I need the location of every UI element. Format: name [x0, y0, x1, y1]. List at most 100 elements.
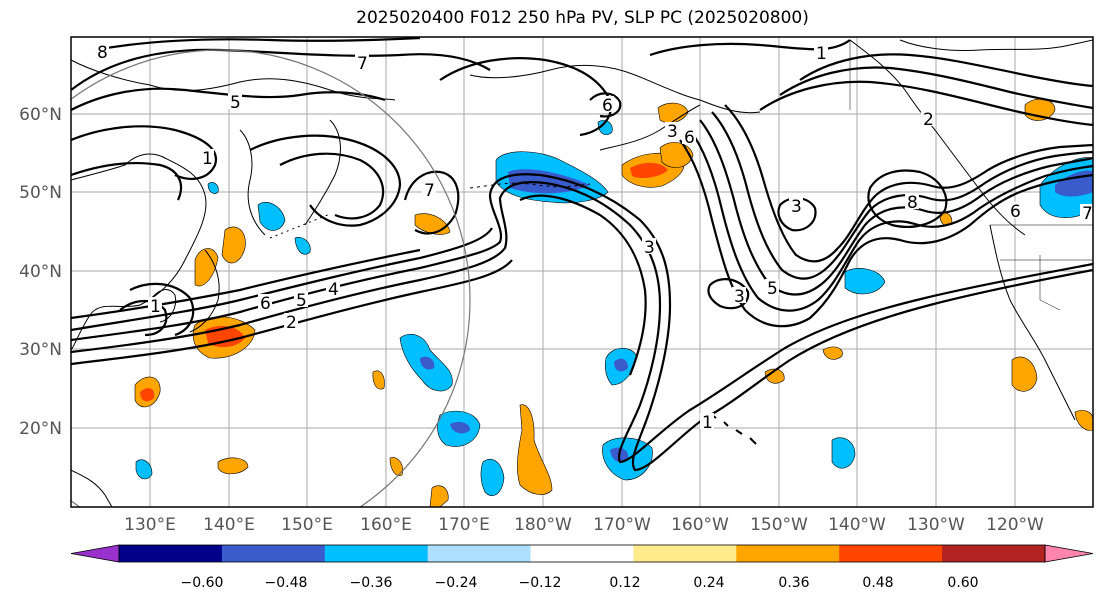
lat-label: 60°N	[19, 105, 62, 125]
slp-contour	[759, 80, 1093, 127]
colorbar-tick-label: −0.36	[350, 575, 393, 591]
latitude-labels: 60°N 50°N 40°N 30°N 20°N	[19, 105, 62, 439]
pv-positive-region	[822, 346, 843, 360]
slp-contour	[71, 227, 493, 332]
contour-label: 1	[202, 149, 213, 169]
pv-negative-region	[844, 268, 886, 295]
colorbar-swatch	[736, 545, 840, 562]
arctic-coastline	[899, 39, 1093, 51]
contour-label: 1	[702, 413, 713, 433]
colorbar-swatch	[324, 545, 429, 562]
colorbar-swatch	[119, 545, 223, 562]
colorbar-tick-label: −0.60	[181, 575, 224, 591]
colorbar-tick-label: −0.12	[519, 575, 562, 591]
alaska-peninsula	[599, 104, 701, 151]
asia-coastline	[71, 59, 396, 101]
pv-positive-region	[1011, 356, 1038, 392]
lon-label: 120°W	[986, 515, 1044, 535]
colorbar	[70, 544, 1094, 563]
slp-contour	[711, 111, 1093, 280]
contour-label: 3	[644, 238, 655, 258]
slp-contour	[799, 53, 1093, 88]
coastlines	[71, 39, 1093, 507]
lat-label: 20°N	[19, 419, 62, 439]
slp-contour	[689, 129, 1093, 312]
pv-negative-region	[480, 458, 505, 496]
colorbar-swatch	[427, 545, 532, 562]
contour-label: 6	[602, 96, 613, 116]
korea-coastline	[149, 289, 177, 323]
lat-label: 50°N	[19, 183, 62, 203]
contour-label: 6	[1010, 202, 1021, 222]
highlight-circle	[71, 49, 471, 507]
philippines-coastline	[71, 469, 113, 507]
slp-contour	[71, 173, 1093, 472]
contour-label: 8	[907, 193, 918, 213]
lon-label: 130°E	[124, 515, 176, 535]
slp-contour	[71, 248, 421, 320]
pv-negative-region	[207, 182, 219, 194]
pv-positive-region	[517, 404, 553, 495]
contour-label: 7	[1082, 204, 1093, 224]
pv-positive-region	[372, 370, 385, 390]
slp-contour	[71, 48, 491, 91]
kamchatka-coastline	[304, 119, 341, 226]
colorbar-tick-labels: −0.60 −0.48 −0.36 −0.24 −0.12 0.12 0.24 …	[181, 575, 979, 591]
longitude-labels: 130°E 140°E 150°E 160°E 170°E 180°W 170°…	[124, 515, 1044, 535]
contour-label-group: 8 7 5 6 1 2 3 4 5 6 7 1 6 3 8 7 3 5 1	[95, 43, 1094, 433]
slp-contour	[249, 134, 402, 227]
pv-negative-core	[420, 356, 435, 370]
slp-contour	[71, 181, 1093, 464]
pv-positive-core	[630, 162, 668, 178]
slp-contour	[71, 87, 386, 111]
colorbar-swatch	[633, 545, 737, 562]
colorbar-tick-label: 0.60	[947, 575, 978, 591]
pv-positive-core	[140, 388, 155, 402]
lon-label: 130°W	[907, 515, 965, 535]
pv-positive-region	[429, 485, 449, 507]
pv-positive-region	[217, 457, 249, 475]
colorbar-tick-label: −0.24	[435, 575, 478, 591]
slp-contour	[403, 170, 460, 235]
pv-negative-region	[831, 437, 856, 469]
contour-label: 7	[357, 54, 368, 74]
colorbar-swatch	[942, 545, 1046, 562]
colorbar-tick-label: 0.36	[778, 575, 809, 591]
contour-label: 3	[734, 287, 745, 307]
contour-label: 2	[923, 110, 934, 130]
slp-contour	[279, 152, 385, 220]
contour-label: 6	[260, 294, 271, 314]
contour-label: 3	[667, 122, 678, 142]
political-borders	[849, 40, 1093, 311]
lat-label: 40°N	[19, 262, 62, 282]
pv-positive-region	[194, 248, 219, 287]
slp-contour	[71, 259, 513, 366]
slp-contour	[779, 66, 1093, 110]
slp-contour	[589, 92, 622, 118]
slp-contour	[699, 119, 1093, 296]
lat-label: 30°N	[19, 340, 62, 360]
map-border	[70, 36, 1094, 508]
slp-contour	[129, 282, 195, 337]
colorbar-extend-low	[70, 544, 120, 563]
asia-coastline	[239, 129, 266, 236]
pv-negative-region	[294, 237, 311, 255]
canada-coastline	[849, 39, 1026, 236]
lon-label: 170°E	[438, 515, 490, 535]
slp-contour	[71, 125, 218, 180]
contour-label: 3	[791, 197, 802, 217]
map-title: 2025020400 F012 250 hPa PV, SLP PC (2025…	[356, 8, 809, 28]
lon-label: 170°W	[593, 515, 651, 535]
pv-positive-region	[389, 457, 403, 476]
lon-label: 160°E	[360, 515, 412, 535]
slp-contour	[707, 278, 750, 310]
contour-label: 7	[424, 181, 435, 201]
contour-label: 5	[296, 291, 307, 311]
pv-positive-region	[1074, 410, 1093, 431]
contour-label: 5	[230, 93, 241, 113]
slp-contour	[724, 104, 1093, 263]
colorbar-swatch	[839, 545, 943, 562]
colorbar-tick-label: 0.12	[609, 575, 640, 591]
colorbar-tick-label: −0.48	[265, 575, 308, 591]
pv-negative-region	[257, 201, 286, 231]
